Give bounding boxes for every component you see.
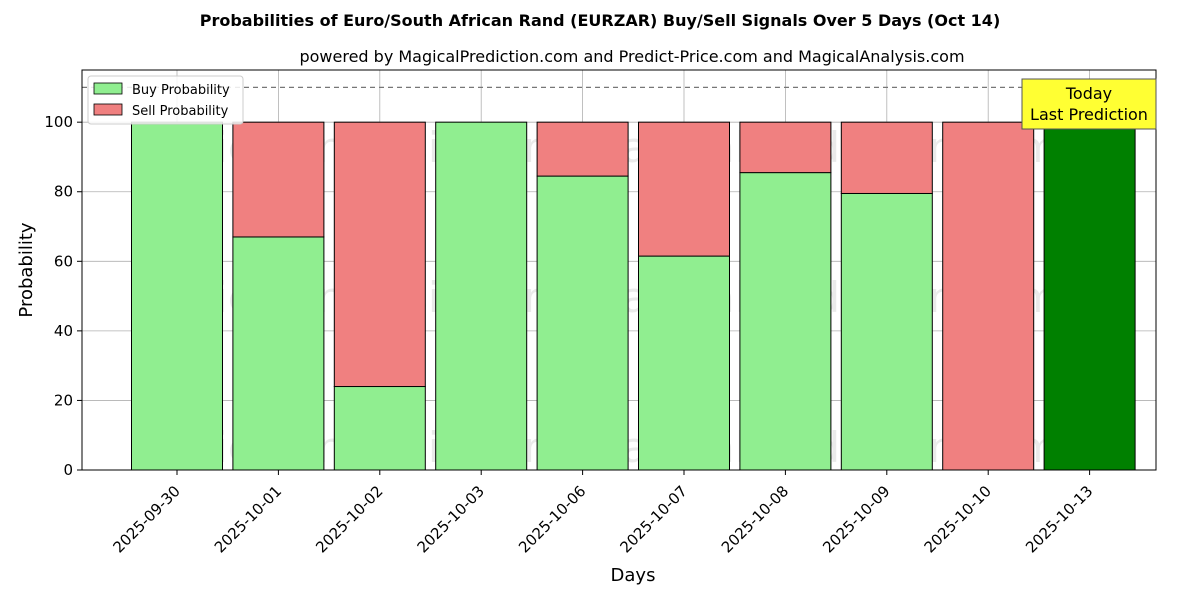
y-axis: 0 20 40 60 80 100 (44, 113, 82, 479)
y-tick-label: 20 (54, 391, 73, 409)
bar-buy (536, 175, 629, 471)
x-axis-label: Days (611, 565, 656, 586)
bar-sell (840, 121, 933, 194)
annotation-line-2: Last Prediction (1030, 105, 1148, 124)
x-tick-label: 2025-09-30 (109, 482, 183, 556)
legend-swatch-buy (93, 82, 123, 95)
bar-sell (333, 121, 426, 388)
bar-buy (131, 121, 223, 471)
plot-frame (81, 69, 1157, 471)
chart-title: Probabilities of Euro/South African Rand… (200, 11, 1001, 30)
x-tick-label: 2025-10-03 (414, 482, 488, 556)
bar-sell (942, 121, 1035, 471)
x-tick-label: 2025-10-01 (211, 482, 285, 556)
x-tick-label: 2025-10-06 (515, 482, 589, 556)
legend: Buy Probability Sell Probability (87, 75, 244, 125)
bar-sell (536, 121, 629, 177)
bar-buy (840, 192, 933, 471)
annotation-line-1: Today (1065, 84, 1112, 103)
bar-sell (232, 121, 325, 238)
x-tick-label: 2025-10-10 (921, 482, 995, 556)
y-axis-label: Probability (16, 222, 37, 317)
bar-buy (1043, 121, 1136, 471)
chart-subtitle: powered by MagicalPrediction.com and Pre… (299, 47, 964, 66)
bar-buy (232, 236, 325, 471)
y-tick-label: 60 (54, 252, 73, 270)
legend-label-buy: Buy Probability (132, 83, 230, 98)
bar-sell (638, 121, 730, 257)
bar-buy (739, 172, 832, 471)
x-tick-label: 2025-10-07 (616, 482, 690, 556)
legend-label-sell: Sell Probability (132, 104, 229, 119)
bars (131, 121, 1136, 471)
x-tick-label: 2025-10-02 (312, 482, 386, 556)
annotation-box (1021, 78, 1157, 130)
x-tick-label: 2025-10-08 (718, 482, 792, 556)
x-tick-label: 2025-10-13 (1022, 482, 1096, 556)
x-tick-label: 2025-10-09 (819, 482, 893, 556)
bar-buy (638, 255, 730, 471)
bar-buy (333, 386, 426, 471)
bar-buy (435, 121, 528, 471)
y-tick-label: 40 (54, 322, 73, 340)
bar-sell (739, 121, 832, 174)
x-axis: 2025-09-30 2025-10-01 2025-10-02 2025-10-03… (109, 470, 1096, 556)
legend-box (87, 75, 244, 125)
legend-swatch-sell (93, 103, 123, 116)
today-annotation: Today Last Prediction (1021, 78, 1157, 130)
y-tick-label: 0 (63, 461, 73, 479)
y-tick-label: 80 (54, 183, 73, 201)
y-tick-label: 100 (44, 113, 73, 131)
